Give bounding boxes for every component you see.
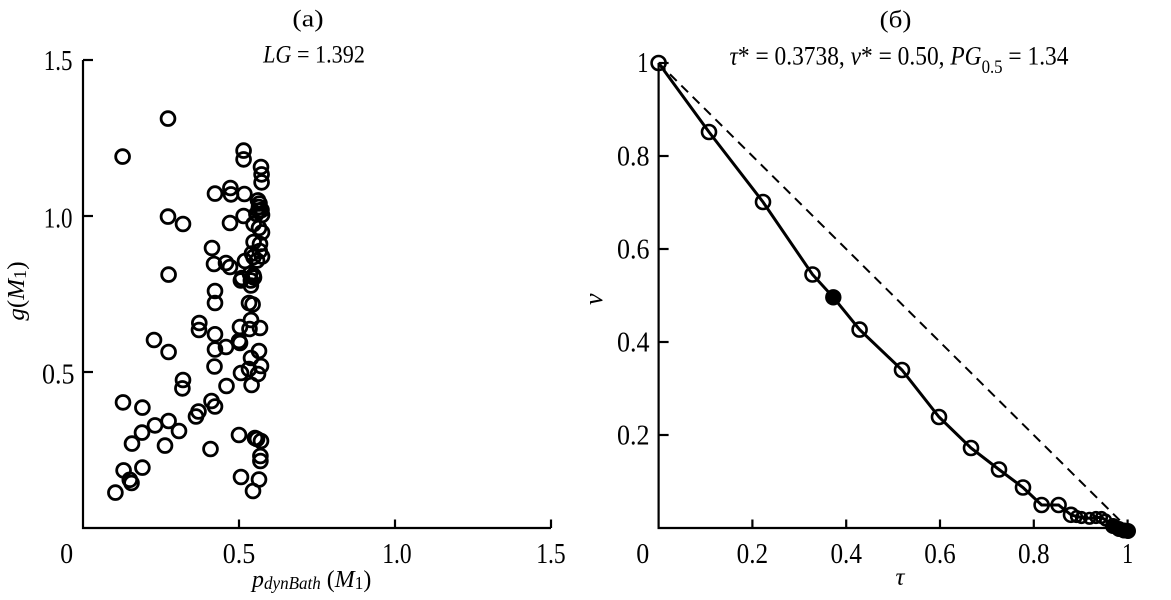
svg-text:0: 0 [636,538,649,569]
svg-text:0: 0 [60,538,73,569]
svg-text:pdynBath (M1): pdynBath (M1) [250,566,371,593]
svg-text:0.5: 0.5 [42,359,75,390]
svg-text:(б): (б) [880,6,912,33]
svg-text:0.4: 0.4 [830,538,861,570]
svg-text:1: 1 [637,48,648,79]
svg-text:ν: ν [579,293,608,305]
svg-text:1: 1 [1122,539,1133,570]
svg-text:0.8: 0.8 [617,141,650,172]
svg-text:0.6: 0.6 [924,538,955,570]
svg-text:g(M1): g(M1) [3,261,30,320]
svg-text:0.6: 0.6 [617,234,650,265]
svg-text:0.4: 0.4 [617,327,650,358]
svg-text:0.2: 0.2 [617,420,650,451]
svg-text:1.5: 1.5 [536,538,565,569]
svg-text:τ: τ [896,564,906,591]
svg-text:1.0: 1.0 [382,538,411,569]
svg-text:0.2: 0.2 [737,538,768,570]
svg-text:0.5: 0.5 [223,538,256,569]
svg-text:LG = 1.392: LG = 1.392 [262,41,365,69]
svg-text:0.8: 0.8 [1018,538,1049,570]
svg-text:1.5: 1.5 [44,45,73,77]
svg-text:(a): (a) [292,5,323,32]
svg-text:1.0: 1.0 [44,202,73,234]
